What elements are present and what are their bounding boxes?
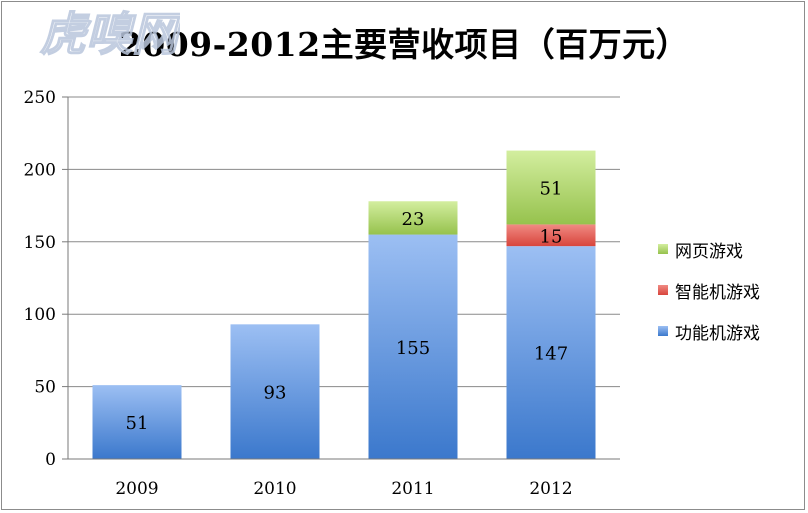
data-label-feature-phone-games-2011: 155 <box>396 338 430 359</box>
y-tick-label: 100 <box>24 305 56 325</box>
legend-swatch-web-games <box>658 244 668 254</box>
legend-swatch-feature-phone-games <box>658 326 668 336</box>
x-tick-label-2012: 2012 <box>529 479 572 499</box>
y-tick-label: 50 <box>34 378 56 398</box>
legend-label-feature-phone-games: 功能机游戏 <box>675 323 760 344</box>
bar-feature-phone-games-2012 <box>506 246 596 459</box>
data-label-feature-phone-games-2009: 51 <box>126 413 149 434</box>
x-tick-label-2010: 2010 <box>253 479 296 499</box>
x-tick-label-2011: 2011 <box>391 479 434 499</box>
legend-swatch-smartphone-games <box>658 285 668 295</box>
bar-web-games-2012 <box>506 150 596 225</box>
data-label-web-games-2011: 23 <box>402 209 425 230</box>
svg-text:虎嗅网: 虎嗅网 <box>40 7 180 60</box>
data-label-feature-phone-games-2012: 147 <box>534 344 568 365</box>
bar-web-games-2011 <box>368 201 458 235</box>
x-tick-label-2009: 2009 <box>115 479 158 499</box>
y-tick-label: 0 <box>45 450 56 470</box>
bar-feature-phone-games-2011 <box>368 234 458 459</box>
chart-legend: 网页游戏 智能机游戏 功能机游戏 <box>658 237 760 360</box>
y-tick-label: 200 <box>24 160 56 180</box>
legend-label-web-games: 网页游戏 <box>675 241 743 262</box>
legend-item-feature-phone-games: 功能机游戏 <box>658 319 760 344</box>
bar-feature-phone-games-2009 <box>92 385 182 459</box>
legend-label-smartphone-games: 智能机游戏 <box>675 282 760 303</box>
chart-title: 2009-2012主要营收项目（百万元） <box>118 25 690 64</box>
bar-feature-phone-games-2010 <box>230 324 320 459</box>
legend-item-smartphone-games: 智能机游戏 <box>658 278 760 303</box>
bar-smartphone-games-2012 <box>506 224 596 247</box>
legend-item-web-games: 网页游戏 <box>658 237 760 262</box>
y-tick-label: 150 <box>24 233 56 253</box>
data-label-feature-phone-games-2010: 93 <box>264 383 287 404</box>
data-label-web-games-2012: 51 <box>540 179 563 200</box>
y-tick-label: 250 <box>24 88 56 108</box>
data-label-smartphone-games-2012: 15 <box>540 226 563 247</box>
watermark-logo: 虎嗅网 <box>39 6 180 60</box>
